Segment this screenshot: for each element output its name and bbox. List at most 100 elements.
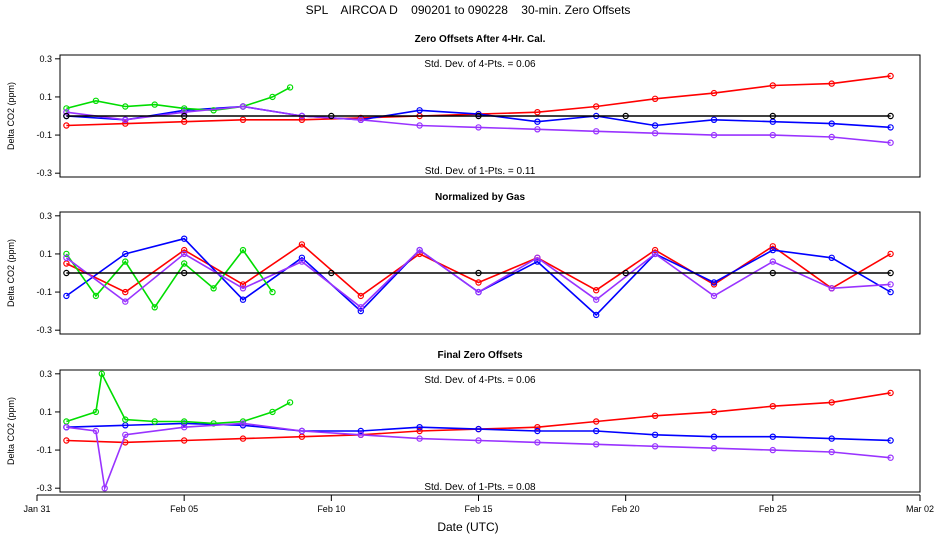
x-axis-label: Date (UTC) bbox=[437, 520, 498, 534]
series-purple-point bbox=[475, 437, 482, 444]
series-blue-point bbox=[651, 122, 659, 129]
panel-2-title: Normalized by Gas bbox=[435, 192, 525, 203]
series-black-point bbox=[769, 269, 777, 277]
series-purple-point bbox=[534, 439, 541, 446]
panel-1-ytick-label: -0.3 bbox=[36, 168, 52, 178]
series-purple-point bbox=[63, 254, 70, 261]
series-purple-point bbox=[534, 126, 541, 133]
panel-1-annotation-top: Std. Dev. of 4-Pts. = 0.06 bbox=[424, 59, 536, 70]
series-black-point bbox=[887, 269, 894, 277]
series-green-point bbox=[98, 370, 106, 377]
series-green-point bbox=[269, 408, 276, 416]
x-tick-label: Feb 15 bbox=[464, 504, 492, 514]
series-red-point bbox=[769, 243, 777, 250]
series-purple-line bbox=[65, 249, 891, 309]
series-green-line bbox=[65, 248, 274, 309]
series-black-point bbox=[769, 112, 777, 120]
panel-3-ytick-label: -0.3 bbox=[36, 483, 52, 493]
panel-3: Final Zero Offsets -0.3 -0.1 0.1 0.3 Delta … bbox=[6, 350, 921, 493]
panel-3-ytick-label: 0.1 bbox=[39, 407, 52, 417]
series-green-point bbox=[269, 93, 276, 101]
series-black-point bbox=[180, 269, 188, 277]
x-tick-label: Mar 02 bbox=[906, 504, 934, 514]
series-red-point bbox=[357, 292, 364, 300]
series-red-point bbox=[534, 424, 541, 431]
series-purple-point bbox=[180, 424, 188, 431]
series-green-point bbox=[63, 105, 70, 112]
series-blue-point bbox=[828, 120, 835, 127]
series-green-point bbox=[286, 84, 294, 91]
series-black-point bbox=[328, 112, 335, 120]
series-red-point bbox=[828, 80, 835, 87]
x-axis: Jan 31 Feb 05 Feb 10 Feb 15 Feb 20 Feb 25 Mar … bbox=[23, 494, 934, 514]
series-black-point bbox=[475, 112, 482, 120]
series-red-point bbox=[239, 116, 247, 124]
panel-3-ylabel: Delta CO2 (ppm) bbox=[6, 397, 16, 465]
series-purple-point bbox=[239, 103, 247, 110]
series-green-point bbox=[151, 418, 158, 425]
x-tick-label: Jan 31 bbox=[23, 504, 50, 514]
series-purple-point bbox=[828, 133, 835, 141]
panel-1-ytick-label: 0.3 bbox=[39, 54, 52, 64]
series-blue-point bbox=[357, 307, 364, 315]
x-tick-label: Feb 10 bbox=[317, 504, 345, 514]
x-tick-label: Feb 20 bbox=[612, 504, 640, 514]
panel-3-annotation-top: Std. Dev. of 4-Pts. = 0.06 bbox=[424, 375, 536, 386]
series-blue-point bbox=[769, 246, 777, 254]
panel-1-title: Zero Offsets After 4-Hr. Cal. bbox=[415, 34, 546, 45]
series-green-point bbox=[239, 246, 247, 254]
series-blue-point bbox=[416, 107, 423, 114]
series-purple-point bbox=[593, 441, 600, 448]
panel-1-frame bbox=[59, 54, 921, 178]
series-purple-point bbox=[887, 139, 894, 146]
panel-3-yticks: -0.3 -0.1 0.1 0.3 bbox=[36, 369, 60, 493]
series-purple-point bbox=[122, 298, 129, 305]
series-purple-line bbox=[66, 422, 891, 492]
panel-1-ytick-label: -0.1 bbox=[36, 130, 52, 140]
series-purple-point bbox=[298, 258, 306, 265]
series-blue-point bbox=[416, 424, 423, 431]
panel-3-ytick-label: 0.3 bbox=[39, 369, 52, 379]
series-green-point bbox=[180, 105, 188, 112]
series-blue-point bbox=[475, 425, 482, 433]
series-blue-point bbox=[63, 292, 70, 300]
series-purple-point bbox=[475, 288, 482, 296]
panel-1-annotation-bottom: Std. Dev. of 1-Pts. = 0.11 bbox=[425, 166, 536, 177]
series-red-point bbox=[239, 281, 247, 288]
series-blue-point bbox=[651, 431, 659, 438]
series-purple-point bbox=[239, 285, 247, 292]
series-purple-point bbox=[122, 116, 129, 124]
series-purple-point bbox=[180, 108, 188, 116]
series-red-point bbox=[828, 399, 835, 406]
panel-2-ylabel: Delta CO2 (ppm) bbox=[6, 239, 16, 307]
series-purple-point bbox=[651, 129, 659, 137]
series-purple-point bbox=[63, 108, 70, 116]
series-purple-point bbox=[63, 424, 70, 431]
series-black-point bbox=[180, 112, 188, 120]
series-purple-point bbox=[593, 296, 600, 303]
series-green-point bbox=[122, 416, 129, 423]
series-green-line bbox=[66, 86, 291, 112]
series-red-point bbox=[416, 427, 423, 435]
panel-1-yticks: -0.3 -0.1 0.1 0.3 bbox=[36, 54, 60, 178]
series-purple-point bbox=[651, 250, 659, 258]
series-purple-point bbox=[92, 427, 100, 435]
series-black-point bbox=[475, 269, 482, 277]
series-purple-point bbox=[416, 122, 423, 129]
series-red-point bbox=[180, 246, 188, 254]
panel-2-series bbox=[63, 235, 894, 319]
series-red-point bbox=[593, 287, 600, 294]
series-blue-point bbox=[710, 433, 718, 440]
x-tick-label: Feb 25 bbox=[759, 504, 787, 514]
series-green-line bbox=[66, 371, 291, 425]
panel-3-annotation-bottom: Std. Dev. of 1-Pts. = 0.08 bbox=[424, 482, 536, 493]
series-purple-point bbox=[651, 443, 659, 450]
x-ticks: Jan 31 Feb 05 Feb 10 Feb 15 Feb 20 Feb 25 Mar … bbox=[23, 495, 934, 514]
series-red-point bbox=[298, 241, 306, 248]
panel-1: Zero Offsets After 4-Hr. Cal. -0.3 -0.1 0.… bbox=[6, 34, 921, 178]
panel-3-series bbox=[63, 370, 894, 492]
series-blue-point bbox=[298, 254, 306, 261]
panel-2-frame bbox=[59, 211, 921, 335]
series-purple-point bbox=[122, 431, 129, 438]
series-green-point bbox=[180, 260, 188, 267]
